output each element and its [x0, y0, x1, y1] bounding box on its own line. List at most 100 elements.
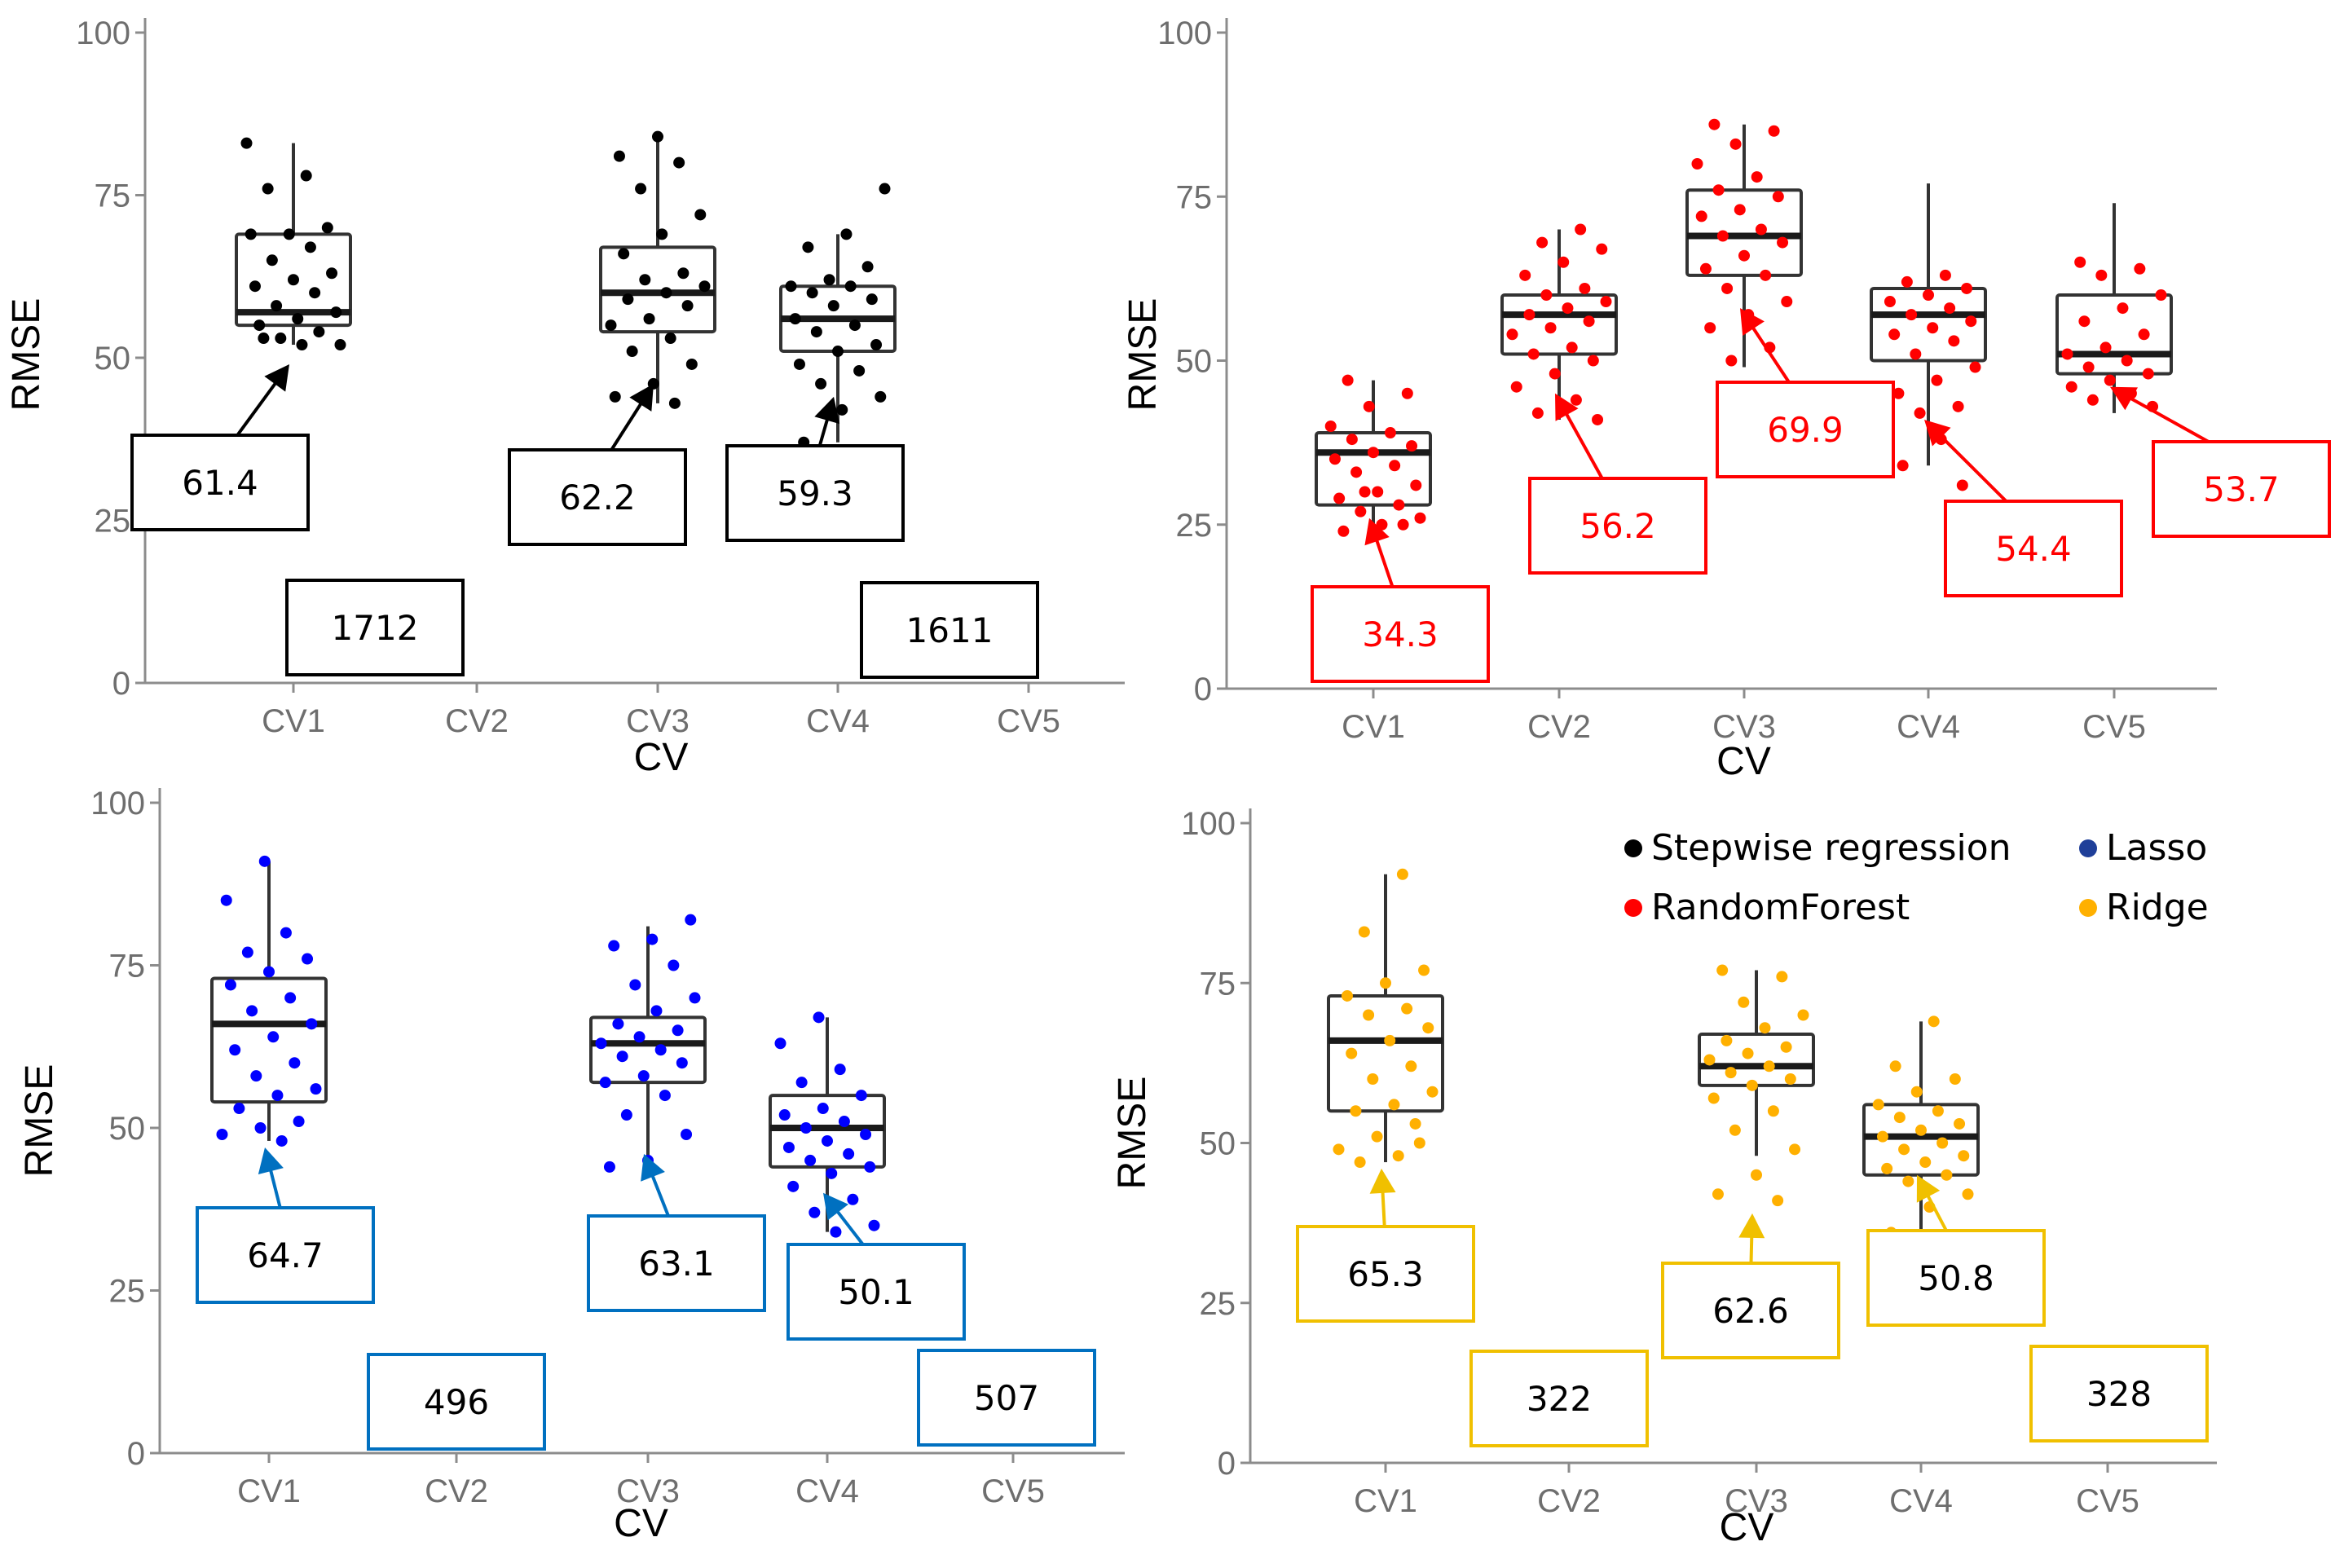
- data-point: [1506, 328, 1518, 341]
- data-point: [823, 274, 835, 286]
- data-point: [2142, 368, 2154, 380]
- annotation-label: 63.1: [638, 1244, 715, 1284]
- data-point: [2121, 355, 2133, 367]
- data-point: [668, 397, 681, 409]
- data-point: [1544, 322, 1557, 334]
- data-point: [1789, 1143, 1801, 1156]
- data-point: [1872, 1099, 1884, 1111]
- annotation-arrow-head: [1555, 393, 1579, 421]
- data-point: [1931, 374, 1943, 386]
- data-point: [605, 319, 617, 332]
- data-point: [672, 1024, 684, 1037]
- data-point: [1422, 1022, 1434, 1034]
- y-axis-title: RMSE: [1121, 298, 1165, 412]
- data-point: [1892, 387, 1905, 399]
- y-tick-label: 50: [95, 341, 131, 377]
- annotation-cv3: 62.6: [1661, 1213, 1840, 1359]
- data-point: [608, 940, 620, 952]
- data-point: [832, 346, 844, 358]
- x-tick-label: CV5: [981, 1473, 1045, 1509]
- data-point: [304, 241, 316, 253]
- data-point: [2065, 381, 2077, 393]
- data-point: [1721, 282, 1734, 294]
- box-cv3: [589, 926, 707, 1161]
- data-point: [1746, 1079, 1758, 1091]
- x-tick-label: CV3: [626, 703, 690, 739]
- data-point: [652, 130, 663, 143]
- data-point: [289, 1057, 301, 1069]
- annotation-arrow-head: [1916, 1174, 1941, 1203]
- data-point: [1738, 249, 1750, 262]
- data-point: [1389, 460, 1401, 472]
- annotation-arrow-head: [1364, 518, 1390, 546]
- data-point: [254, 1122, 267, 1134]
- annotation-label: 59.3: [777, 473, 853, 513]
- y-tick-label: 75: [109, 949, 146, 984]
- data-point: [809, 1206, 821, 1218]
- data-point: [1549, 368, 1561, 380]
- data-point: [1729, 138, 1742, 150]
- annotation-box: [1469, 1350, 1649, 1447]
- data-point: [1392, 1150, 1404, 1162]
- data-point: [1359, 486, 1371, 498]
- data-point: [785, 280, 797, 293]
- data-point: [1781, 296, 1793, 308]
- annotation-box: [508, 448, 687, 546]
- x-tick-label: CV1: [1342, 709, 1405, 745]
- annotation-label: 62.2: [559, 478, 636, 518]
- data-point: [609, 390, 621, 403]
- annotation-arrow-shaft: [610, 395, 648, 451]
- data-point: [646, 933, 659, 945]
- iqr-box: [1870, 286, 1987, 363]
- data-point: [1367, 1073, 1379, 1085]
- y-tick-label: 0: [112, 666, 130, 702]
- data-point: [1337, 525, 1350, 537]
- data-point: [1910, 1086, 1923, 1098]
- annotation-label: 54.4: [1995, 529, 2072, 569]
- y-axis-title: RMSE: [5, 298, 48, 412]
- box-cv4: [1870, 183, 1987, 466]
- annotation-box: [1311, 585, 1490, 683]
- data-point: [1716, 964, 1729, 976]
- data-point: [694, 209, 707, 221]
- x-axis-title: CV: [634, 736, 689, 779]
- data-point: [1393, 499, 1405, 511]
- data-point: [1410, 479, 1422, 491]
- annotation-label: 1712: [332, 608, 419, 648]
- annotation-box: [860, 581, 1039, 679]
- iqr-box: [1698, 1033, 1815, 1087]
- x-tick-label: CV2: [445, 703, 509, 739]
- panel-randomforest: 0 25 50 75 100 CV1 CV2 CV3 CV4 CV5 CV RMSE 34.3 56.2 6…: [1121, 15, 2331, 783]
- data-point: [1566, 341, 1578, 354]
- data-point: [1772, 1195, 1784, 1207]
- data-point: [220, 894, 232, 906]
- data-point: [1902, 1175, 1914, 1187]
- data-point: [673, 156, 685, 169]
- y-tick-label: 25: [1176, 508, 1213, 544]
- data-point: [1409, 1117, 1421, 1130]
- annotation-box: [2152, 440, 2331, 538]
- data-point: [1388, 1099, 1400, 1111]
- legend-label: Ridge: [2106, 887, 2209, 928]
- legend-swatch: [1624, 839, 1642, 857]
- x-tick-label: CV2: [1527, 709, 1591, 745]
- annotation-cv1: 64.7: [196, 1147, 375, 1304]
- annotation-cv1: 65.3: [1296, 1168, 1475, 1323]
- x-tick-label: CV2: [1537, 1483, 1601, 1519]
- data-point: [1939, 269, 1951, 281]
- data-point: [1368, 447, 1379, 459]
- data-point: [262, 183, 274, 195]
- panel-lasso: 0 25 50 75 100 CV1 CV2 CV3 CV4 CV5 CV RMSE 64.7 496 63…: [18, 786, 1125, 1545]
- annotation-label: 322: [1527, 1379, 1592, 1419]
- data-point: [1562, 302, 1574, 315]
- annotation-box: [130, 434, 310, 531]
- data-point: [1729, 1124, 1741, 1136]
- data-point: [1372, 486, 1384, 498]
- data-point: [330, 306, 342, 319]
- data-point: [1768, 125, 1780, 137]
- x-tick-label: CV3: [1725, 1483, 1788, 1519]
- y-axis-title: RMSE: [1111, 1077, 1154, 1190]
- data-point: [698, 280, 711, 293]
- data-point: [1358, 926, 1370, 938]
